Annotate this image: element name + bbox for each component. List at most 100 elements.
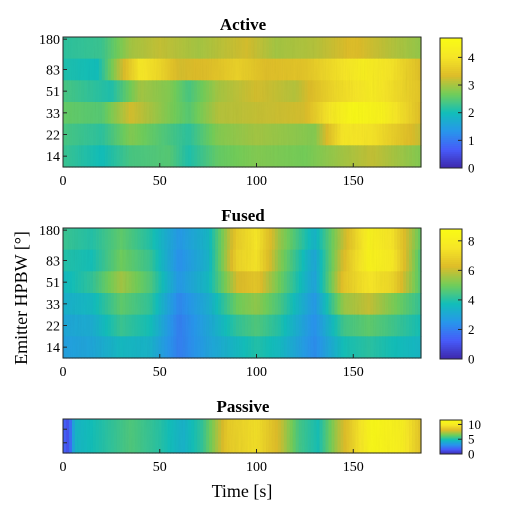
colorbar-segment [440,92,462,96]
colorbar-segment [440,100,462,104]
colorbar-segment [440,50,462,53]
colorbar-segment [440,332,462,336]
colorbar-segment [440,302,462,305]
colorbar-segment [440,308,462,311]
colorbar-segment [440,342,462,346]
colorbar-segment [440,449,462,451]
heatmap-texture [63,419,421,453]
colorbar-tick-label: 6 [468,263,475,278]
colorbar-segment [440,121,462,124]
colorbar-segment [440,422,462,424]
colorbar-segment [440,438,462,440]
colorbar-tick-label: 2 [468,105,475,120]
colorbar-segment [440,40,462,43]
colorbar-tick-label: 8 [468,233,475,248]
colorbar-segment [440,430,462,432]
colorbar-segment [440,434,462,436]
colorbar-segment [440,336,462,340]
y-tick-label: 33 [46,298,60,313]
colorbar-segment [440,261,462,265]
colorbar-segment [440,113,462,116]
y-tick-label: 180 [39,33,60,48]
colorbar-segment [440,436,462,438]
colorbar-segment [440,448,462,450]
colorbar-segment [440,103,462,106]
colorbar-segment [440,273,462,277]
colorbar-segment [440,129,462,132]
colorbar-segment [440,443,462,445]
colorbar-tick-label: 0 [468,447,475,462]
colorbar-segment [440,451,462,453]
colorbar-segment [440,151,462,155]
x-tick-label: 100 [246,174,267,189]
colorbar-segment [440,283,462,287]
colorbar-segment [440,324,462,327]
colorbar-segment [440,425,462,427]
y-ticks: 14 22 33 51 83 180 [39,33,67,165]
colorbar-segment [440,247,462,250]
colorbar-segment [440,62,462,65]
heatmap-texture [63,37,421,167]
colorbar-segment [440,275,462,279]
colorbar-segment [440,446,462,448]
colorbar-segment [440,74,462,78]
colorbar-segment [440,328,462,332]
colorbar-segment [440,96,462,100]
colorbar-segment [440,316,462,319]
colorbar-segment [440,233,462,236]
colorbar-segment [440,435,462,437]
colorbar-tick-label: 4 [468,50,475,65]
colorbar-segment [440,123,462,126]
heatmap-texture [63,228,421,358]
colorbar-segment [440,249,462,252]
y-ticks: 14 22 33 51 83 180 [39,224,67,356]
x-axis-label: Time [s] [212,481,273,501]
colorbar-segment [440,271,462,275]
y-ticks [63,428,67,444]
colorbar-segment [440,88,462,92]
x-tick-label: 150 [343,365,364,380]
colorbar-segment [440,56,462,59]
colorbar-segment [440,82,462,86]
colorbar-segment [440,452,462,454]
colorbar-segment [440,54,462,57]
colorbar-segment [440,446,462,448]
colorbar-segment [440,294,462,297]
colorbar-segment [440,423,462,425]
colorbar-segment [440,241,462,244]
colorbar-tick-label: 4 [468,292,475,307]
colorbar-segment [440,423,462,425]
colorbar-segment [440,318,462,321]
colorbar-segment [440,161,462,165]
colorbar-segment [440,291,462,295]
colorbar-segment [440,420,462,422]
colorbar-segment [440,127,462,130]
plot-frame [62,36,422,168]
colorbar-segment [440,72,462,76]
colorbar-segment [440,115,462,118]
colorbar-segment [440,98,462,102]
colorbar-segment [440,46,462,49]
colorbar-segment [440,285,462,289]
x-tick-label: 100 [246,460,267,475]
colorbar-segment [440,76,462,80]
colorbar-segment [440,243,462,246]
colorbar-segment [440,147,462,151]
colorbar-tick-label: 10 [468,417,481,432]
colorbar-segment [440,440,462,442]
colorbar-segment [440,277,462,281]
colorbar-segment [440,300,462,303]
colorbar-segment [440,426,462,428]
colorbar-segment [440,231,462,234]
colorbar-segment [440,90,462,94]
colorbar-segment [440,304,462,307]
colorbar-segment [440,131,462,134]
colorbar-segment [440,267,462,271]
colorbar-segment [440,109,462,112]
colorbar-segment [440,429,462,431]
colorbar-segment [440,441,462,443]
colorbar-tick-label: 5 [468,432,475,447]
colorbar-segment [440,165,462,169]
colorbar-segment [440,427,462,429]
